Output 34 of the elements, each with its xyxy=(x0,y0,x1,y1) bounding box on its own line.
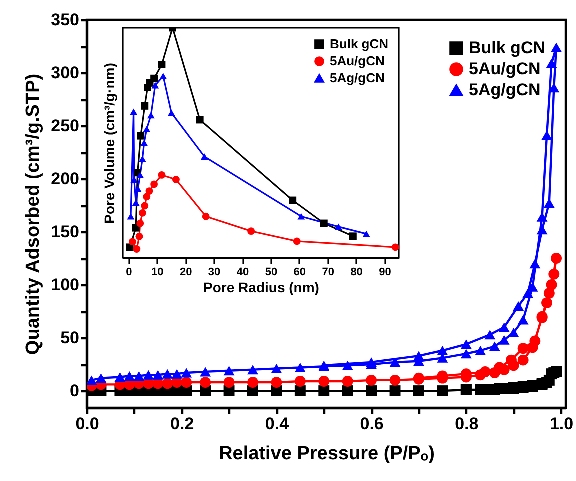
x-tick-label: 0.0 xyxy=(76,414,100,434)
x-tick-label: 0.2 xyxy=(170,414,194,434)
x-tick-label: 80 xyxy=(350,266,363,278)
legend-label: 5Au/gCN xyxy=(330,54,385,68)
y-tick-label: 100 xyxy=(51,276,80,295)
y-tick-label: 250 xyxy=(51,116,80,136)
y-tick-label: 50 xyxy=(60,328,80,348)
y-tick-label: 0 xyxy=(70,382,80,401)
y-tick-label: 200 xyxy=(51,170,80,189)
x-tick-label: 1.0 xyxy=(550,414,574,434)
x-tick-label: 10 xyxy=(152,266,164,278)
x-tick-label: 0.8 xyxy=(455,414,479,434)
x-tick-label: 60 xyxy=(294,266,306,278)
x-tick-label: 20 xyxy=(180,266,192,278)
legend-label: 5Ag/gCN xyxy=(330,70,385,86)
x-tick-label: 30 xyxy=(208,266,221,278)
x-tick-label: 50 xyxy=(265,266,278,278)
y-tick-label: 300 xyxy=(51,64,80,83)
x-axis-title: Pore Radius (nm) xyxy=(204,280,320,296)
legend-label: Bulk gCN xyxy=(469,38,546,58)
legend-label: 5Au/gCN xyxy=(469,60,541,78)
legend-label: Bulk gCN xyxy=(330,36,388,52)
x-tick-label: 0.4 xyxy=(265,414,290,434)
x-tick-label: 90 xyxy=(379,266,392,278)
y-axis-title: Quantity Adsorbed (cm³/g.STP) xyxy=(23,74,44,356)
y-tick-label: 350 xyxy=(51,10,80,30)
y-tick-label: 150 xyxy=(51,222,80,242)
y-axis-title: Pore Volume (cm³/g·nm) xyxy=(102,63,118,224)
legend-label: 5Ag/gCN xyxy=(469,80,541,100)
x-tick-label: 0 xyxy=(126,266,132,278)
x-tick-label: 70 xyxy=(322,266,334,278)
x-tick-label: 0.6 xyxy=(360,414,384,434)
x-axis-title: Relative Pressure (P/Pₒ) xyxy=(219,444,435,464)
x-tick-label: 40 xyxy=(236,266,250,278)
